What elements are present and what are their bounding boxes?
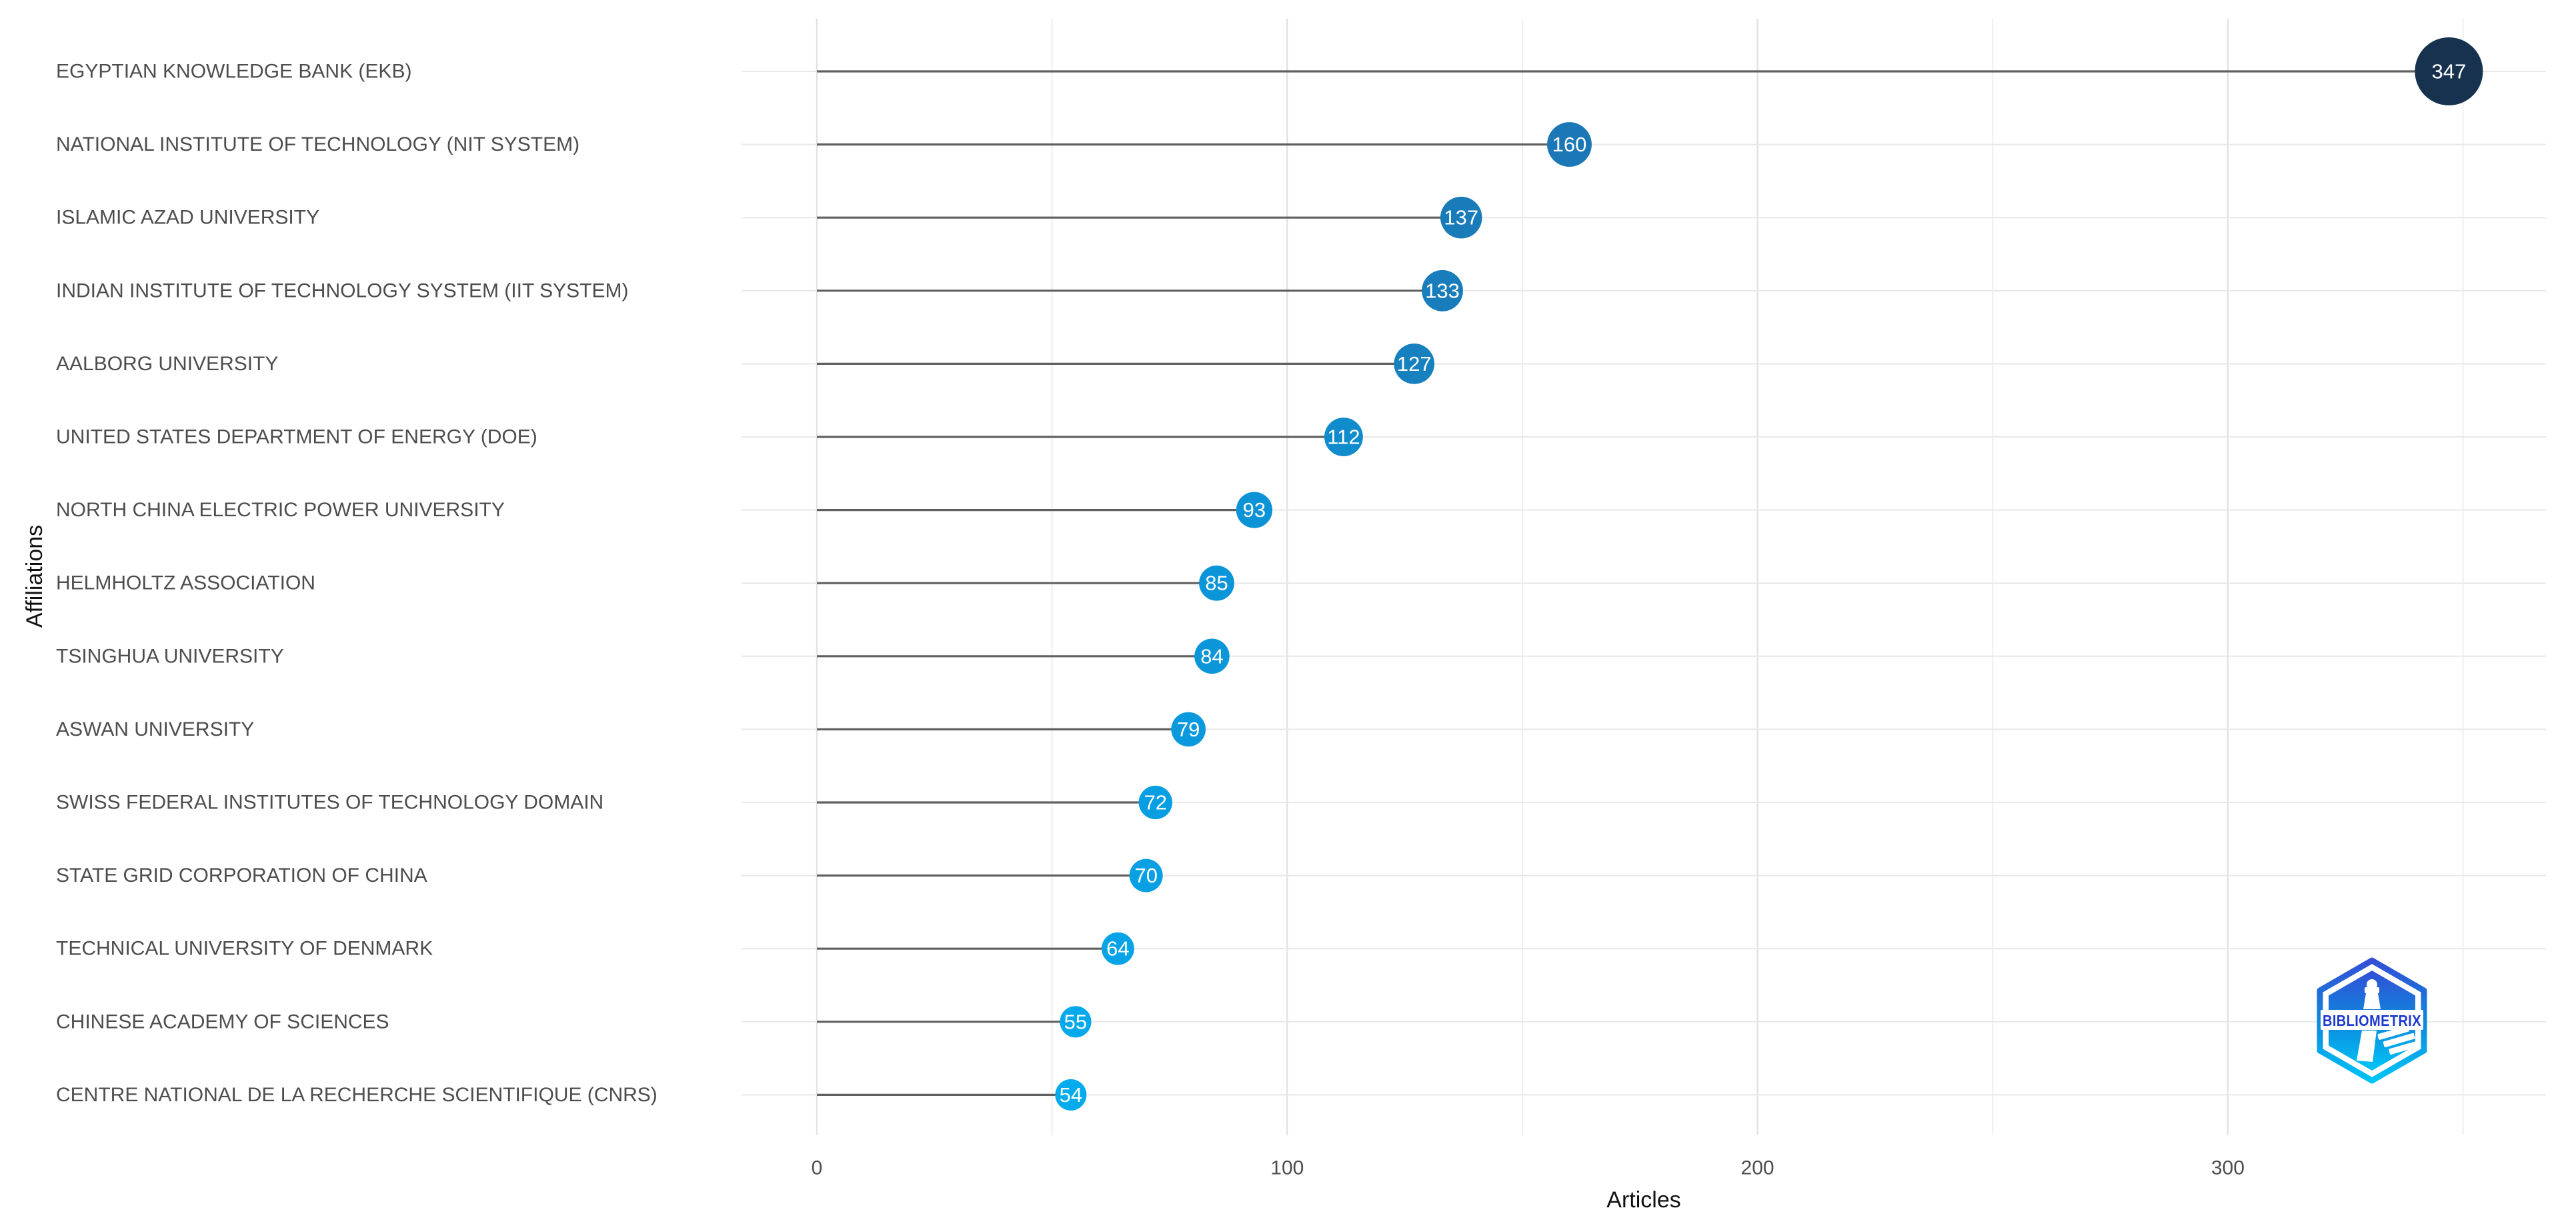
row-label: CENTRE NATIONAL DE LA RECHERCHE SCIENTIF… xyxy=(56,1084,658,1106)
row-label: INDIAN INSTITUTE OF TECHNOLOGY SYSTEM (I… xyxy=(56,279,628,301)
lollipop-dot xyxy=(1129,858,1163,892)
logo-text: BIBLIOMETRIX xyxy=(2323,1012,2421,1029)
row-label: ISLAMIC AZAD UNIVERSITY xyxy=(56,207,319,229)
lollipop-dots: 347 160 137 133 127 112 93 85 84 79 72 70 64 55 54 xyxy=(1055,37,2483,1111)
lollipop-dot xyxy=(1060,1006,1092,1038)
dot-value-label: 160 xyxy=(1552,133,1587,156)
row-label: NATIONAL INSTITUTE OF TECHNOLOGY (NIT SY… xyxy=(56,133,579,155)
lollipop-dot xyxy=(1138,785,1172,820)
dot-value-label: 133 xyxy=(1425,279,1460,302)
lollipop-dot xyxy=(1324,418,1363,456)
y-axis-title: Affiliations xyxy=(22,525,47,628)
dot-value-label: 93 xyxy=(1243,498,1266,522)
row-label: UNITED STATES DEPARTMENT OF ENERGY (DOE) xyxy=(56,426,537,448)
lollipop-dot xyxy=(1547,122,1592,167)
row-label: STATE GRID CORPORATION OF CHINA xyxy=(56,864,427,886)
dot-value-label: 70 xyxy=(1134,864,1157,887)
lollipop-dot xyxy=(1055,1079,1087,1111)
x-tick-label: 100 xyxy=(1270,1157,1304,1179)
x-tick-label: 0 xyxy=(812,1157,823,1179)
dot-value-label: 85 xyxy=(1205,572,1228,595)
lollipop-dot xyxy=(2415,37,2483,106)
dot-value-label: 137 xyxy=(1444,206,1478,229)
lollipop-dot xyxy=(1422,269,1463,312)
row-label: EGYPTIAN KNOWLEDGE BANK (EKB) xyxy=(56,61,411,83)
logo-text-band xyxy=(2321,1010,2423,1030)
row-label: HELMHOLTZ ASSOCIATION xyxy=(56,572,315,594)
x-tick-label: 300 xyxy=(2211,1157,2245,1179)
dot-value-label: 112 xyxy=(1327,426,1360,449)
lollipop-dot xyxy=(1199,565,1234,601)
lollipop-dot xyxy=(1236,492,1273,528)
lollipop-dot xyxy=(1394,344,1435,384)
lollipop-dot xyxy=(1440,196,1482,239)
lollipop-dot xyxy=(1171,712,1206,747)
dot-value-label: 72 xyxy=(1144,791,1167,814)
dot-value-label: 64 xyxy=(1106,937,1129,961)
row-label: SWISS FEDERAL INSTITUTES OF TECHNOLOGY D… xyxy=(56,792,603,814)
vertical-gridlines xyxy=(816,19,2464,1135)
x-tick-label: 200 xyxy=(1741,1157,1774,1179)
row-label: TECHNICAL UNIVERSITY OF DENMARK xyxy=(56,938,433,960)
lollipop-dot xyxy=(1101,932,1134,965)
x-axis-title: Articles xyxy=(1606,1187,1680,1212)
dot-value-label: 347 xyxy=(2432,60,2467,83)
y-axis-category-labels: EGYPTIAN KNOWLEDGE BANK (EKB) NATIONAL IN… xyxy=(56,61,658,1106)
row-label: AALBORG UNIVERSITY xyxy=(56,353,278,375)
dot-value-label: 79 xyxy=(1177,718,1200,741)
lollipop-dot xyxy=(1194,638,1230,674)
dot-value-label: 127 xyxy=(1397,352,1432,376)
dot-value-label: 54 xyxy=(1060,1083,1082,1107)
row-label: NORTH CHINA ELECTRIC POWER UNIVERSITY xyxy=(56,499,505,521)
row-label: CHINESE ACADEMY OF SCIENCES xyxy=(56,1011,389,1033)
lollipop-stems xyxy=(817,70,2449,1097)
dot-value-label: 55 xyxy=(1064,1010,1087,1033)
dot-value-label: 84 xyxy=(1200,644,1223,668)
bibliometrix-logo: BIBLIOMETRIX xyxy=(2317,957,2427,1084)
row-label: ASWAN UNIVERSITY xyxy=(56,718,254,740)
row-label: TSINGHUA UNIVERSITY xyxy=(56,645,284,667)
x-axis-tick-labels: 0 100 200 300 xyxy=(812,1157,2245,1179)
